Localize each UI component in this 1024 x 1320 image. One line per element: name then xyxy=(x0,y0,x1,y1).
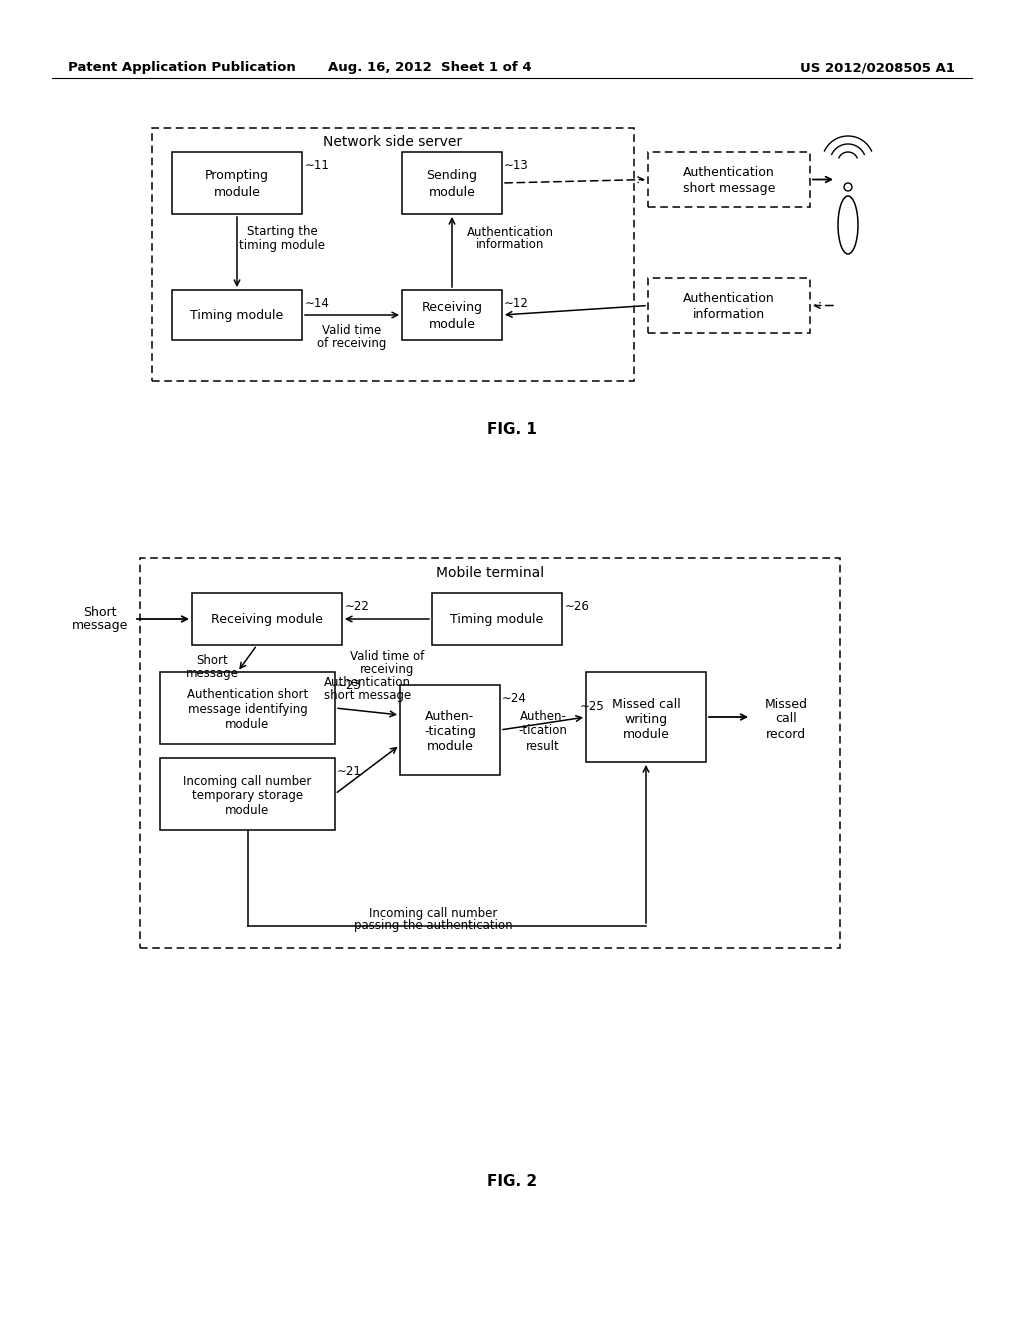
Text: Incoming call number: Incoming call number xyxy=(183,775,311,788)
Text: ∼23: ∼23 xyxy=(337,678,361,692)
Text: module: module xyxy=(429,186,475,198)
Text: Authentication: Authentication xyxy=(683,292,775,305)
Text: Receiving module: Receiving module xyxy=(211,612,323,626)
Text: Mobile terminal: Mobile terminal xyxy=(436,566,544,579)
Text: ∼11: ∼11 xyxy=(305,158,330,172)
Text: Sending: Sending xyxy=(427,169,477,182)
Text: module: module xyxy=(623,727,670,741)
Text: information: information xyxy=(693,308,765,321)
Text: US 2012/0208505 A1: US 2012/0208505 A1 xyxy=(800,62,955,74)
Text: FIG. 1: FIG. 1 xyxy=(487,422,537,437)
Text: message: message xyxy=(72,619,128,632)
Text: record: record xyxy=(766,727,806,741)
Text: Authentication short: Authentication short xyxy=(186,689,308,701)
Text: Valid time: Valid time xyxy=(323,323,382,337)
Text: Incoming call number: Incoming call number xyxy=(369,907,498,920)
Text: Starting the: Starting the xyxy=(247,226,317,239)
Text: Short: Short xyxy=(83,606,117,619)
Text: Network side server: Network side server xyxy=(324,135,463,149)
FancyBboxPatch shape xyxy=(402,152,502,214)
FancyBboxPatch shape xyxy=(648,279,810,333)
Text: result: result xyxy=(526,739,560,752)
Text: Aug. 16, 2012  Sheet 1 of 4: Aug. 16, 2012 Sheet 1 of 4 xyxy=(328,62,531,74)
Text: module: module xyxy=(214,186,260,198)
Text: Timing module: Timing module xyxy=(451,612,544,626)
Text: ∼24: ∼24 xyxy=(502,692,527,705)
FancyBboxPatch shape xyxy=(152,128,634,381)
FancyBboxPatch shape xyxy=(172,290,302,341)
Text: ∼26: ∼26 xyxy=(565,601,590,612)
Text: Missed: Missed xyxy=(765,697,808,710)
Text: FIG. 2: FIG. 2 xyxy=(487,1175,537,1189)
Text: ∼25: ∼25 xyxy=(580,700,605,713)
Text: Valid time of: Valid time of xyxy=(350,651,424,664)
FancyBboxPatch shape xyxy=(400,685,500,775)
Text: of receiving: of receiving xyxy=(317,337,387,350)
Text: module: module xyxy=(225,804,269,817)
Text: -tication: -tication xyxy=(518,725,567,738)
Text: Authen-: Authen- xyxy=(519,710,566,722)
Text: Authentication: Authentication xyxy=(467,226,554,239)
Text: writing: writing xyxy=(625,713,668,726)
FancyBboxPatch shape xyxy=(586,672,706,762)
Text: information: information xyxy=(476,239,544,252)
FancyBboxPatch shape xyxy=(648,152,810,207)
Text: Prompting: Prompting xyxy=(205,169,269,182)
Text: call: call xyxy=(775,713,797,726)
Text: short message: short message xyxy=(683,182,775,195)
FancyBboxPatch shape xyxy=(172,152,302,214)
Text: temporary storage: temporary storage xyxy=(191,789,303,803)
Ellipse shape xyxy=(838,195,858,253)
Circle shape xyxy=(844,183,852,191)
Text: Patent Application Publication: Patent Application Publication xyxy=(68,62,296,74)
Text: ∼13: ∼13 xyxy=(504,158,528,172)
Text: timing module: timing module xyxy=(239,239,325,252)
Text: Authen-: Authen- xyxy=(425,710,475,723)
FancyBboxPatch shape xyxy=(402,290,502,341)
FancyBboxPatch shape xyxy=(140,558,840,948)
Text: ∼12: ∼12 xyxy=(504,297,528,310)
Text: Receiving: Receiving xyxy=(422,301,482,314)
Text: module: module xyxy=(427,741,473,754)
Text: module: module xyxy=(225,718,269,731)
Text: Short: Short xyxy=(197,653,228,667)
Text: short message: short message xyxy=(324,689,411,701)
FancyBboxPatch shape xyxy=(193,593,342,645)
FancyBboxPatch shape xyxy=(160,758,335,830)
FancyBboxPatch shape xyxy=(432,593,562,645)
Text: module: module xyxy=(429,318,475,330)
Text: message identifying: message identifying xyxy=(187,704,307,717)
Text: Authentication: Authentication xyxy=(324,676,411,689)
Text: Timing module: Timing module xyxy=(190,309,284,322)
Text: Authentication: Authentication xyxy=(683,166,775,180)
Text: ∼14: ∼14 xyxy=(305,297,330,310)
Text: Missed call: Missed call xyxy=(611,697,680,710)
Text: ∼21: ∼21 xyxy=(337,766,361,777)
Text: receiving: receiving xyxy=(359,664,414,676)
Text: -ticating: -ticating xyxy=(424,726,476,738)
FancyBboxPatch shape xyxy=(160,672,335,744)
Text: ∼22: ∼22 xyxy=(345,601,370,612)
Text: message: message xyxy=(185,667,239,680)
Text: passing the authentication: passing the authentication xyxy=(353,919,512,932)
